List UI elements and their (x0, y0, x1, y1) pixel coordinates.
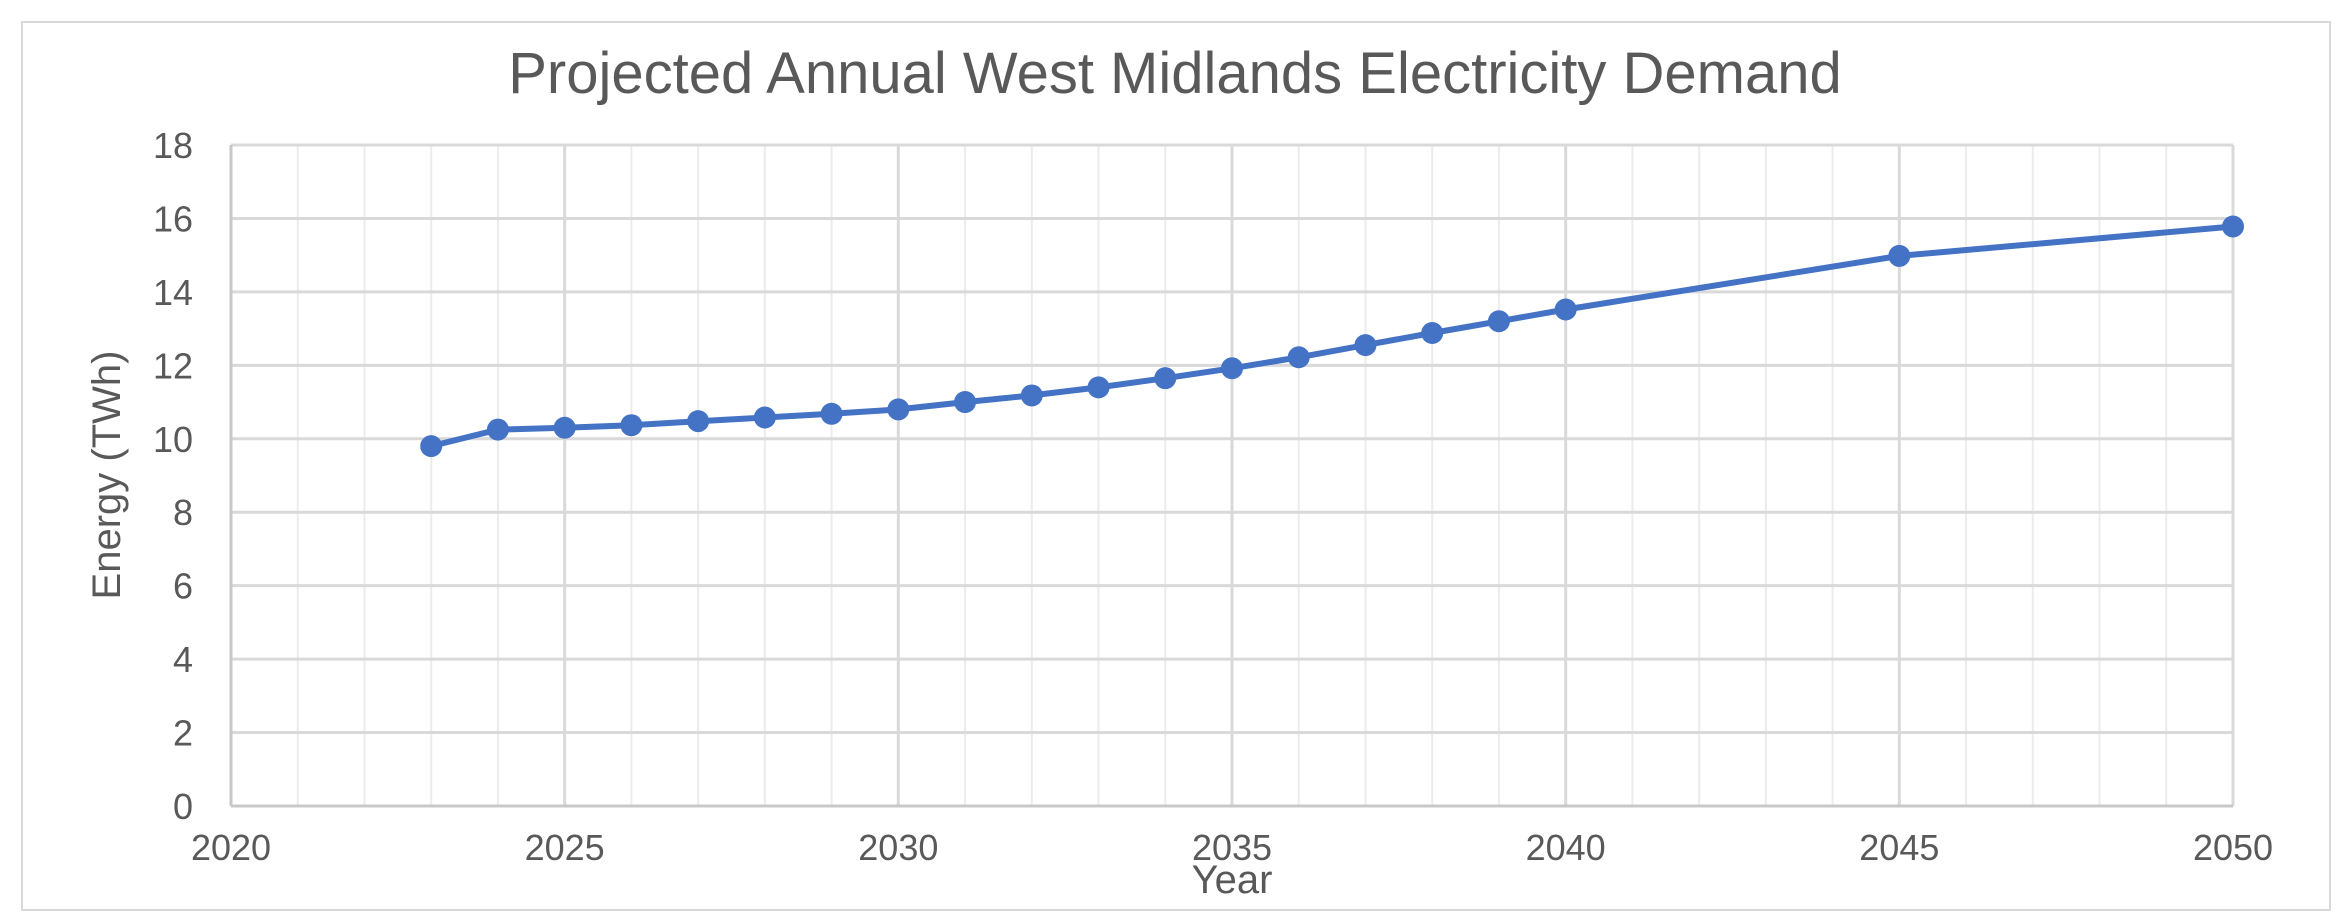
data-point (420, 435, 443, 458)
y-tick-label: 8 (173, 492, 193, 533)
y-tick-label: 4 (173, 639, 193, 680)
data-point (1354, 334, 1377, 357)
data-point (753, 406, 776, 429)
y-axis-tick-labels: 0 2 4 6 8 10 12 14 16 18 (153, 125, 193, 827)
y-tick-label: 14 (153, 272, 193, 313)
y-tick-label: 16 (153, 198, 193, 239)
x-axis-title: Year (1192, 858, 1273, 902)
x-tick-label: 2035 (1192, 827, 1272, 868)
data-point (687, 410, 710, 433)
data-point (887, 398, 910, 421)
data-point (1287, 346, 1310, 369)
data-point (1154, 367, 1177, 390)
axes (229, 145, 2233, 808)
x-tick-label: 2050 (2193, 827, 2273, 868)
y-axis-title: Energy (TWh) (85, 351, 129, 600)
minor-gridlines (296, 145, 2168, 806)
data-point (620, 414, 643, 437)
x-tick-label: 2045 (1859, 827, 1939, 868)
x-tick-label: 2030 (858, 827, 938, 868)
data-point (1020, 384, 1043, 407)
chart-frame (21, 21, 2331, 911)
y-tick-label: 6 (173, 566, 193, 607)
y-tick-label: 12 (153, 345, 193, 386)
y-tick-label: 18 (153, 125, 193, 166)
data-point (1554, 298, 1577, 321)
data-point (1487, 310, 1510, 333)
data-point (1221, 357, 1243, 380)
x-axis-tick-labels: 2020 2025 2030 2035 2040 2045 2050 (191, 827, 2273, 868)
x-tick-label: 2040 (1526, 827, 1606, 868)
data-point (486, 418, 509, 441)
chart-title: Projected Annual West Midlands Electrici… (508, 41, 1842, 106)
y-tick-label: 10 (153, 419, 193, 460)
x-tick-label: 2020 (191, 827, 271, 868)
data-point (1421, 322, 1444, 345)
series-layer (420, 215, 2244, 458)
data-point (954, 391, 977, 414)
x-tick-label: 2025 (525, 827, 605, 868)
data-point (820, 402, 843, 425)
major-gridlines (229, 143, 2235, 808)
y-tick-label: 2 (173, 713, 193, 754)
data-point (1087, 376, 1110, 399)
data-point (1888, 244, 1911, 267)
data-point (2222, 215, 2244, 238)
y-tick-label: 0 (173, 786, 193, 827)
series-line (428, 223, 2236, 450)
data-point (553, 416, 576, 439)
